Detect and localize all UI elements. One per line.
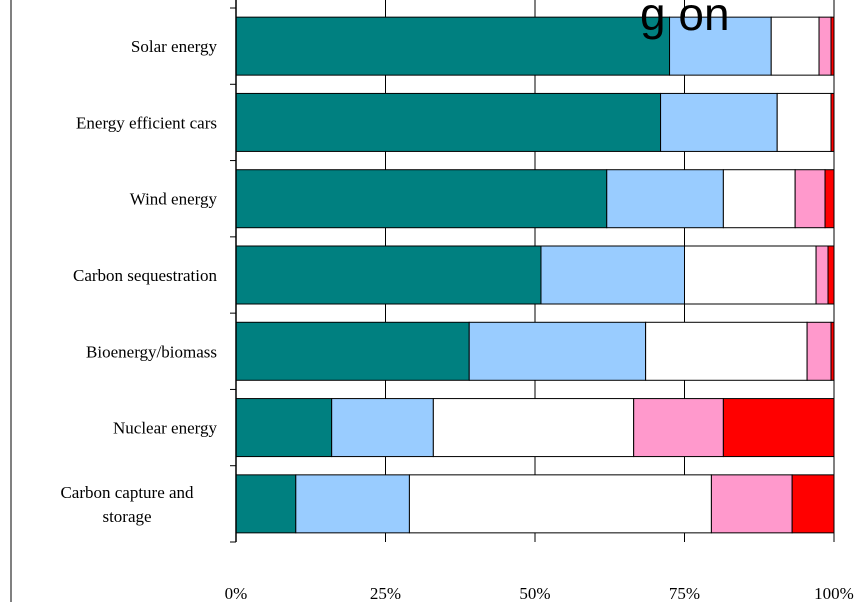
bar-segment [830, 321, 835, 381]
bar-segment [660, 92, 778, 152]
x-tick-label: 50% [519, 584, 550, 602]
category-label: Carbon sequestration [73, 266, 217, 285]
bar-segment [606, 169, 724, 229]
x-tick-label: 100% [814, 584, 854, 602]
bar-segment [295, 474, 410, 534]
bar-segment [830, 16, 835, 76]
bar-segment [235, 16, 671, 76]
labels: Solar energy Energy efficient cars Wind en… [60, 37, 853, 602]
category-label: Wind energy [130, 190, 218, 209]
bar-segment [776, 92, 832, 152]
bar-segment [235, 321, 470, 381]
bar-segment [770, 16, 820, 76]
bar-segment [331, 398, 434, 458]
bar-segment [432, 398, 635, 458]
bar-segment [806, 321, 832, 381]
bar-segment [235, 92, 662, 152]
bar-segment [235, 398, 333, 458]
bar-segment [827, 245, 835, 305]
x-tick-label: 0% [225, 584, 248, 602]
bar-segment [722, 169, 796, 229]
bar-segment [815, 245, 829, 305]
bar-segment [645, 321, 808, 381]
bar-segment [710, 474, 793, 534]
category-label: storage [102, 507, 151, 526]
bar-segment [791, 474, 835, 534]
bar-segment [235, 474, 297, 534]
category-label: Energy efficient cars [76, 113, 217, 132]
axes [10, 0, 237, 602]
bar-segment [540, 245, 685, 305]
category-label: Carbon capture and [60, 483, 194, 502]
bars [235, 16, 835, 534]
category-label: Solar energy [131, 37, 218, 56]
category-label: Nuclear energy [113, 419, 217, 438]
bar-segment [684, 245, 817, 305]
x-tick-label: 25% [370, 584, 401, 602]
bar-segment [235, 169, 608, 229]
bar-segment [669, 16, 772, 76]
bar-segment [408, 474, 712, 534]
bar-segment [824, 169, 835, 229]
bar-segment [468, 321, 647, 381]
bar-segment [722, 398, 835, 458]
chart-title-fragment: g on [640, 0, 730, 40]
bar-segment [235, 245, 542, 305]
bar-segment [633, 398, 724, 458]
bar-segment [818, 16, 832, 76]
category-label: Bioenergy/biomass [86, 342, 217, 361]
x-tick-label: 75% [669, 584, 700, 602]
bar-segment [794, 169, 826, 229]
bar-segment [830, 92, 835, 152]
